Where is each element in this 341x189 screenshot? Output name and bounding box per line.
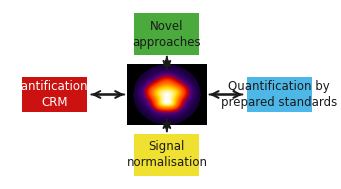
FancyBboxPatch shape [134,13,199,55]
FancyBboxPatch shape [247,77,312,112]
Text: Novel
approaches: Novel approaches [133,19,201,49]
FancyBboxPatch shape [22,77,87,112]
FancyBboxPatch shape [134,134,199,176]
Text: Quantification by
prepared standards: Quantification by prepared standards [221,80,337,109]
FancyBboxPatch shape [127,64,207,125]
Text: Quantification by
CRM: Quantification by CRM [4,80,105,109]
Text: Signal
normalisation: Signal normalisation [127,140,207,170]
